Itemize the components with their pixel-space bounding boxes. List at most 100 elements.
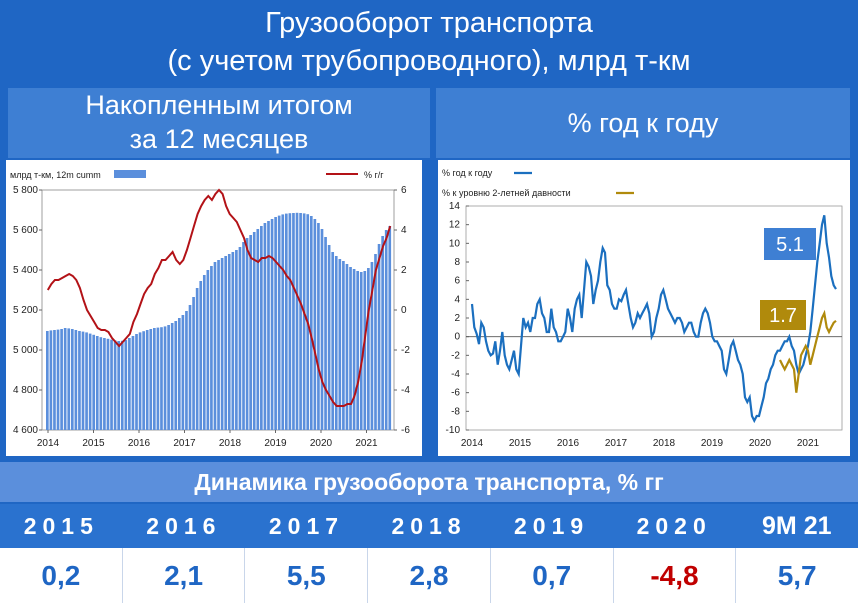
bar xyxy=(352,269,356,430)
year-2015: 2015 xyxy=(23,513,99,539)
bar xyxy=(231,252,235,430)
bar xyxy=(167,325,170,430)
y-tick-label: 0 xyxy=(454,332,460,343)
cumulative-chart: 5 800 5 600 5 400 5 200 5 000 4 800 4 600 6 4 2 0 -… xyxy=(10,170,410,449)
y-right-tick-label: -6 xyxy=(401,425,410,436)
two-year-line xyxy=(779,309,837,393)
right-chart-panel: 14 12 10 8 6 4 2 0 -2 -4 -6 -8 -10 2014 2015 2016 2017 20… xyxy=(438,160,850,456)
x-tick-label: 2021 xyxy=(797,438,820,449)
bar xyxy=(160,327,163,430)
bar xyxy=(74,330,78,430)
values-row: 0,2 2,1 5,5 2,8 0,7 -4,8 5,7 xyxy=(0,548,858,603)
bar xyxy=(288,213,292,430)
y-tick-label: -4 xyxy=(451,369,460,380)
bar xyxy=(220,258,224,430)
bar xyxy=(331,252,335,430)
bar xyxy=(153,328,156,430)
bar xyxy=(213,262,217,430)
title-line-2: (с учетом трубопроводного), млрд т-км xyxy=(167,45,691,77)
left-subtitle-line-2: за 12 месяцев xyxy=(129,124,309,154)
bar xyxy=(327,245,331,430)
bar xyxy=(238,247,242,430)
bar xyxy=(117,341,121,430)
title-line-1: Грузооборот транспорта xyxy=(265,7,593,39)
bar xyxy=(227,254,231,430)
bar xyxy=(277,215,281,430)
bar xyxy=(324,237,327,430)
bar xyxy=(199,281,203,430)
legend-left-swatch xyxy=(114,170,146,178)
y-tick-label: 8 xyxy=(454,257,460,268)
bar xyxy=(156,327,160,430)
bar xyxy=(128,338,131,430)
legend-2y-label: % к уровню 2-летней давности xyxy=(442,188,571,198)
legend-yoy-label: % год к году xyxy=(442,168,493,178)
bar xyxy=(377,244,381,430)
left-chart-panel: 5 800 5 600 5 400 5 200 5 000 4 800 4 600 6 4 2 0 -… xyxy=(6,160,422,456)
left-subtitle: Накопленным итогом за 12 месяцев xyxy=(8,88,430,158)
bar xyxy=(124,340,128,430)
bar xyxy=(313,219,317,430)
bar xyxy=(299,213,302,430)
legend-right-label: % г/г xyxy=(364,170,384,180)
x-tick-label: 2018 xyxy=(653,438,676,449)
bar xyxy=(53,330,56,430)
value-9m21: 5,7 xyxy=(777,560,817,591)
value-2019: 0,7 xyxy=(491,548,614,603)
bar xyxy=(195,288,199,430)
bar xyxy=(138,332,142,430)
y-left-tick-label: 5 800 xyxy=(13,185,38,196)
value-2017: 5,5 xyxy=(245,548,369,603)
bar xyxy=(388,226,392,430)
y-tick-label: 4 xyxy=(454,294,460,305)
x-tick-label: 2014 xyxy=(461,438,484,449)
value-2018: 2,8 xyxy=(368,548,491,603)
bar xyxy=(317,223,320,430)
y-tick-label: 2 xyxy=(454,313,460,324)
bar xyxy=(302,213,306,430)
main-title: Грузооборот транспорта (с учетом трубопр… xyxy=(0,0,858,84)
callout-2y-box xyxy=(760,300,806,330)
year-2018: 2018 xyxy=(391,513,467,539)
y-tick-label: 10 xyxy=(449,238,461,249)
bar xyxy=(63,328,67,430)
callout-yoy-value: 5.1 xyxy=(776,234,804,256)
y-left-tick-label: 4 800 xyxy=(13,385,38,396)
bar xyxy=(110,339,113,430)
bar xyxy=(206,270,210,430)
bar xyxy=(235,250,238,430)
bar xyxy=(106,338,110,430)
x-tick-label: 2019 xyxy=(264,438,287,449)
x-tick-label: 2014 xyxy=(37,438,60,449)
value-2016: 2,1 xyxy=(123,548,246,603)
bar xyxy=(309,216,313,430)
value-2020: -4,8 xyxy=(614,548,737,603)
x-tick-label: 2020 xyxy=(310,438,333,449)
bar xyxy=(56,329,60,430)
right-subtitle: % год к году xyxy=(436,88,850,158)
y-tick-label: -2 xyxy=(451,350,460,361)
bar xyxy=(131,336,135,430)
bar xyxy=(349,267,352,430)
bar xyxy=(284,213,288,430)
bar xyxy=(252,232,256,430)
x-tick-label: 2017 xyxy=(605,438,628,449)
bar xyxy=(334,256,338,430)
bar xyxy=(292,213,295,430)
bar xyxy=(163,326,167,430)
callout-2y-value: 1.7 xyxy=(769,305,797,327)
bar xyxy=(120,340,124,430)
left-subtitle-line-1: Накопленным итогом xyxy=(85,90,353,120)
bar xyxy=(363,271,367,430)
year-9m21: 9М 21 xyxy=(762,512,832,540)
x-tick-label: 2021 xyxy=(355,438,378,449)
y-right-tick-label: -4 xyxy=(401,385,410,396)
year-2016: 2016 xyxy=(146,513,222,539)
y-right-tick-label: 6 xyxy=(401,185,407,196)
y-tick-label: -6 xyxy=(451,388,460,399)
bar xyxy=(149,329,153,430)
bar xyxy=(359,272,363,430)
y-right-tick-label: -2 xyxy=(401,345,410,356)
bar xyxy=(70,329,74,430)
